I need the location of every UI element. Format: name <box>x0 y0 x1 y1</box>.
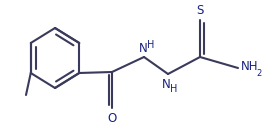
Text: N: N <box>139 43 147 55</box>
Text: S: S <box>196 4 204 18</box>
Text: H: H <box>147 40 155 50</box>
Text: O: O <box>107 112 117 126</box>
Text: 2: 2 <box>256 69 261 77</box>
Text: H: H <box>170 84 178 94</box>
Text: N: N <box>162 77 170 91</box>
Text: NH: NH <box>241 60 259 74</box>
